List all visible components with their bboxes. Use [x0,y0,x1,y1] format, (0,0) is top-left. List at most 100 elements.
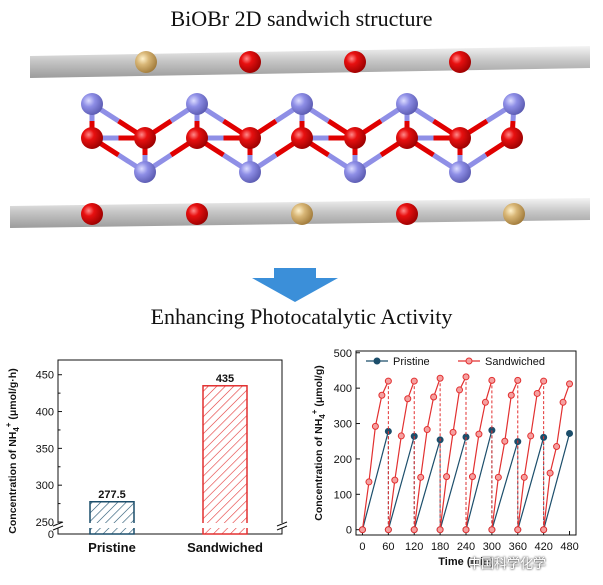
o-atom [503,93,525,115]
series-line [439,376,467,530]
y-tick-label: 0 [346,525,352,537]
data-point [423,426,431,434]
bi-atom [81,203,103,225]
x-tick-label: Sandwiched [187,540,263,555]
axis-break-mark [276,525,288,531]
series-line [517,437,545,530]
x-tick-label: 300 [483,541,501,553]
figure-subtitle: Enhancing Photocatalytic Activity [150,304,453,329]
o-atom [291,93,313,115]
axis-break-mark [52,525,64,531]
y-axis-label: Concentration of NH4+ (μmol/g·h) [4,368,21,533]
data-point [540,377,548,385]
series-line [361,380,389,530]
bar-chart: 250 300 350 400 450 0 Concentration of NH4+ (μ… [4,359,288,555]
legend-label: Pristine [393,356,430,368]
o-atom [239,161,261,183]
series-line [491,441,519,530]
bar-break-gap [202,523,248,528]
series-line [465,430,493,530]
x-axis-label: Time (min) [438,556,494,568]
data-point [540,526,548,534]
bar [202,385,248,535]
data-point [501,437,509,445]
x-tick-label: 420 [534,541,552,553]
y-tick-label: 0 [48,529,54,541]
bar-break-gap [89,523,135,528]
x-tick-label: 120 [405,541,423,553]
bar [89,501,135,535]
data-point [449,428,457,436]
x-tick-label: 360 [509,541,527,553]
bi-o-zigzag-layer [81,93,525,183]
bi-atom [344,51,366,73]
bi-atom [81,127,103,149]
y-axis-label: Concentration of NH4+ (μmol/g) [310,365,327,521]
data-label: 435 [216,373,234,385]
data-point [481,398,489,406]
line-chart: 0 100 200 300 400 500 0 60 120 180 240 300 360 420 480… [310,348,579,568]
data-point [462,526,470,534]
data-point [378,391,386,399]
data-label: 277.5 [98,489,126,501]
data-point [384,377,392,385]
crystal-structure-illustration [10,46,590,228]
data-point [514,376,522,384]
data-point [514,526,522,534]
y-tick-label: 400 [334,383,352,395]
y-tick-label: 450 [36,370,54,382]
data-point [527,432,535,440]
data-point [462,373,470,381]
axis-break-gap [54,523,62,528]
legend-marker [465,357,473,365]
o-atom [134,161,156,183]
series-line [387,436,415,530]
axis-break-mark [276,521,288,527]
data-point [559,398,567,406]
bi-atom [186,203,208,225]
x-tick-label: 480 [560,541,578,553]
data-point [397,432,405,440]
series-sandwiched [358,373,574,534]
y-tick-label: 500 [334,348,352,360]
data-point [553,443,561,451]
bi-atom [291,127,313,149]
data-point [410,526,418,534]
plot-frame [57,359,283,535]
bi-atom [134,127,156,149]
bi-atom [239,51,261,73]
data-point [384,526,392,534]
series-line [439,436,467,530]
x-tick-label: 180 [431,541,449,553]
o-atom [396,93,418,115]
data-point [507,391,515,399]
br-atom [291,203,313,225]
data-point [358,526,366,534]
legend-marker [373,357,381,365]
data-point [566,380,574,388]
y-tick-label: 350 [36,443,54,455]
series-line [517,380,545,530]
series-line [543,433,571,530]
legend-label: Sandwiched [485,356,545,368]
y-tick-label: 300 [36,480,54,492]
x-tick-label: 240 [457,541,475,553]
data-point [436,374,444,382]
o-atom [344,161,366,183]
data-point [417,473,425,481]
series-line [361,431,389,530]
data-point [566,429,574,437]
data-point [494,473,502,481]
data-point [430,393,438,401]
data-point [488,526,496,534]
data-point [391,476,399,484]
y-tick-label: 400 [36,407,54,419]
br-atom [503,203,525,225]
bi-atom [501,127,523,149]
data-point [468,473,476,481]
y-tick-label: 200 [334,454,352,466]
data-point [533,389,541,397]
down-arrow [252,268,338,302]
lower-bromide-slab [10,198,590,228]
bi-atom [239,127,261,149]
